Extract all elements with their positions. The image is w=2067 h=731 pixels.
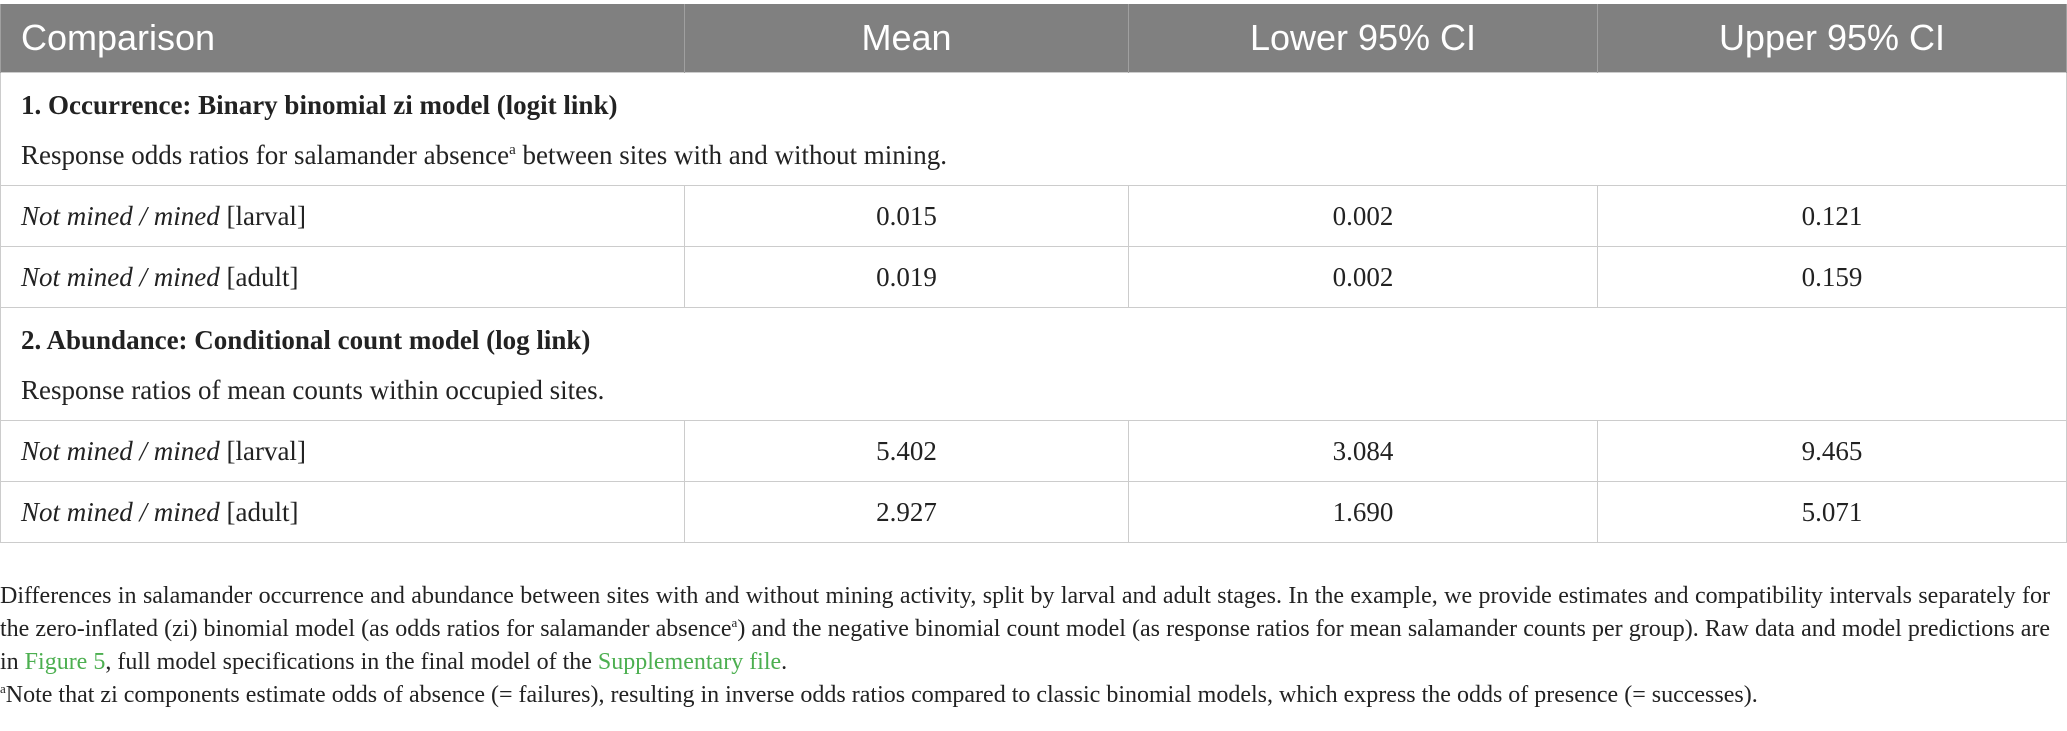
mean-value: 0.015 <box>684 185 1129 247</box>
upper-ci-value: 0.121 <box>1597 185 2067 247</box>
upper-ci-value: 5.071 <box>1597 481 2067 543</box>
section-description-text-end: between sites with and without mining. <box>515 140 947 170</box>
row-label-italic: Not mined / mined <box>21 435 220 466</box>
table-row: Not mined / mined [adult] 2.927 1.690 5.… <box>0 481 2067 543</box>
section-title: 1. Occurrence: Binary binomial zi model … <box>21 90 618 120</box>
section-title: 2. Abundance: Conditional count model (l… <box>21 325 591 355</box>
caption-paragraph: Differences in salamander occurrence and… <box>0 580 2050 679</box>
section-description: Response ratios of mean counts within oc… <box>21 375 605 405</box>
row-label-italic: Not mined / mined <box>21 496 220 527</box>
supplementary-file-link[interactable]: Supplementary file <box>597 649 782 675</box>
lower-ci-value: 1.690 <box>1128 481 1598 543</box>
row-label-stage: [adult] <box>219 261 299 292</box>
lower-ci-value: 3.084 <box>1128 420 1598 482</box>
section-description: Response odds ratios for salamander abse… <box>21 140 2046 170</box>
section-cell: 1. Occurrence: Binary binomial zi model … <box>0 72 2067 186</box>
row-label-stage: [larval] <box>219 200 306 231</box>
table-row: Not mined / mined [larval] 0.015 0.002 0… <box>0 185 2067 247</box>
lower-ci-value: 0.002 <box>1128 246 1598 308</box>
row-label-italic: Not mined / mined <box>21 200 220 231</box>
table-body: 1. Occurrence: Binary binomial zi model … <box>0 72 2067 543</box>
row-label-stage: [adult] <box>219 496 299 527</box>
caption-text: ) and the negative binomial count model … <box>0 616 2050 675</box>
mean-value: 5.402 <box>684 420 1129 482</box>
footnote-text: Note that zi components estimate odds of… <box>5 682 1758 708</box>
footnote-marker: a <box>731 615 738 630</box>
section-cell: 2. Abundance: Conditional count model (l… <box>0 307 2067 421</box>
caption-text: . <box>781 649 788 675</box>
header-mean: Mean <box>684 4 1129 73</box>
row-label: Not mined / mined [larval] <box>0 185 685 247</box>
results-table: Comparison Mean Lower 95% CI Upper 95% C… <box>0 4 2067 543</box>
row-label: Not mined / mined [adult] <box>0 481 685 543</box>
section-row-abundance: 2. Abundance: Conditional count model (l… <box>0 307 2067 421</box>
table-row: Not mined / mined [adult] 0.019 0.002 0.… <box>0 246 2067 308</box>
header-comparison: Comparison <box>0 4 685 73</box>
section-description-text: Response odds ratios for salamander abse… <box>21 140 510 170</box>
upper-ci-value: 9.465 <box>1597 420 2067 482</box>
lower-ci-value: 0.002 <box>1128 185 1598 247</box>
table-row: Not mined / mined [larval] 5.402 3.084 9… <box>0 420 2067 482</box>
figure-5-link[interactable]: Figure 5 <box>24 649 106 675</box>
results-table-container: Comparison Mean Lower 95% CI Upper 95% C… <box>0 4 2067 543</box>
footnote-paragraph: aNote that zi components estimate odds o… <box>0 679 2050 712</box>
row-label: Not mined / mined [adult] <box>0 246 685 308</box>
row-label-stage: [larval] <box>219 435 306 466</box>
mean-value: 0.019 <box>684 246 1129 308</box>
header-lower-ci: Lower 95% CI <box>1128 4 1598 73</box>
footnote-marker: a <box>509 142 516 158</box>
row-label: Not mined / mined [larval] <box>0 420 685 482</box>
row-label-italic: Not mined / mined <box>21 261 220 292</box>
mean-value: 2.927 <box>684 481 1129 543</box>
table-header: Comparison Mean Lower 95% CI Upper 95% C… <box>0 4 2067 73</box>
table-footnotes: Differences in salamander occurrence and… <box>0 580 2050 712</box>
header-upper-ci: Upper 95% CI <box>1597 4 2067 73</box>
upper-ci-value: 0.159 <box>1597 246 2067 308</box>
footnote-marker: a <box>0 681 6 696</box>
caption-text: , full model specifications in the final… <box>105 649 598 675</box>
section-row-occurrence: 1. Occurrence: Binary binomial zi model … <box>0 72 2067 186</box>
caption-text: Differences in salamander occurrence and… <box>0 583 2050 642</box>
header-row: Comparison Mean Lower 95% CI Upper 95% C… <box>0 4 2067 73</box>
